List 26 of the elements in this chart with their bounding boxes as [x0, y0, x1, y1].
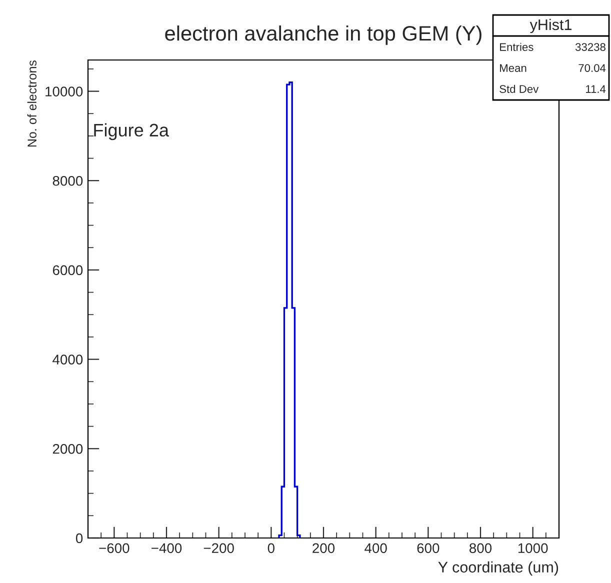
y-axis-title: No. of electrons — [27, 60, 36, 147]
text: Entries — [500, 42, 534, 51]
annotation: Figure 2a — [94, 123, 169, 140]
x-tick-label: 1000 — [518, 543, 548, 554]
x-tick-label: −600 — [99, 543, 130, 554]
text: 33238 — [575, 43, 606, 51]
y-tick-label: 4000 — [52, 354, 83, 364]
annotation: Mean — [500, 64, 526, 72]
y-tick-label: 10000 — [46, 86, 83, 96]
x-tick-label: 600 — [417, 543, 440, 554]
text: yHist1 — [530, 18, 572, 34]
chart-title: electron avalanche in top GEM (Y) — [165, 25, 482, 45]
y-tick-label: 2000 — [52, 444, 83, 454]
x-tick-label: −200 — [204, 543, 234, 554]
x-tick-label: −400 — [152, 543, 182, 554]
text: 70.04 — [578, 64, 606, 72]
x-tick-label: 400 — [364, 543, 387, 554]
annotation: Std Dev — [500, 84, 539, 93]
x-tick-label: 200 — [312, 543, 335, 554]
text: 11.4 — [586, 85, 606, 93]
x-tick-label: 0 — [268, 543, 274, 554]
x-tick-label: 800 — [470, 543, 492, 554]
y-tick-label: 8000 — [52, 176, 83, 186]
x-axis-title: Y coordinate (um) — [438, 561, 558, 576]
y-tick-label: 6000 — [52, 265, 83, 276]
y-tick-label: 0 — [76, 533, 83, 544]
